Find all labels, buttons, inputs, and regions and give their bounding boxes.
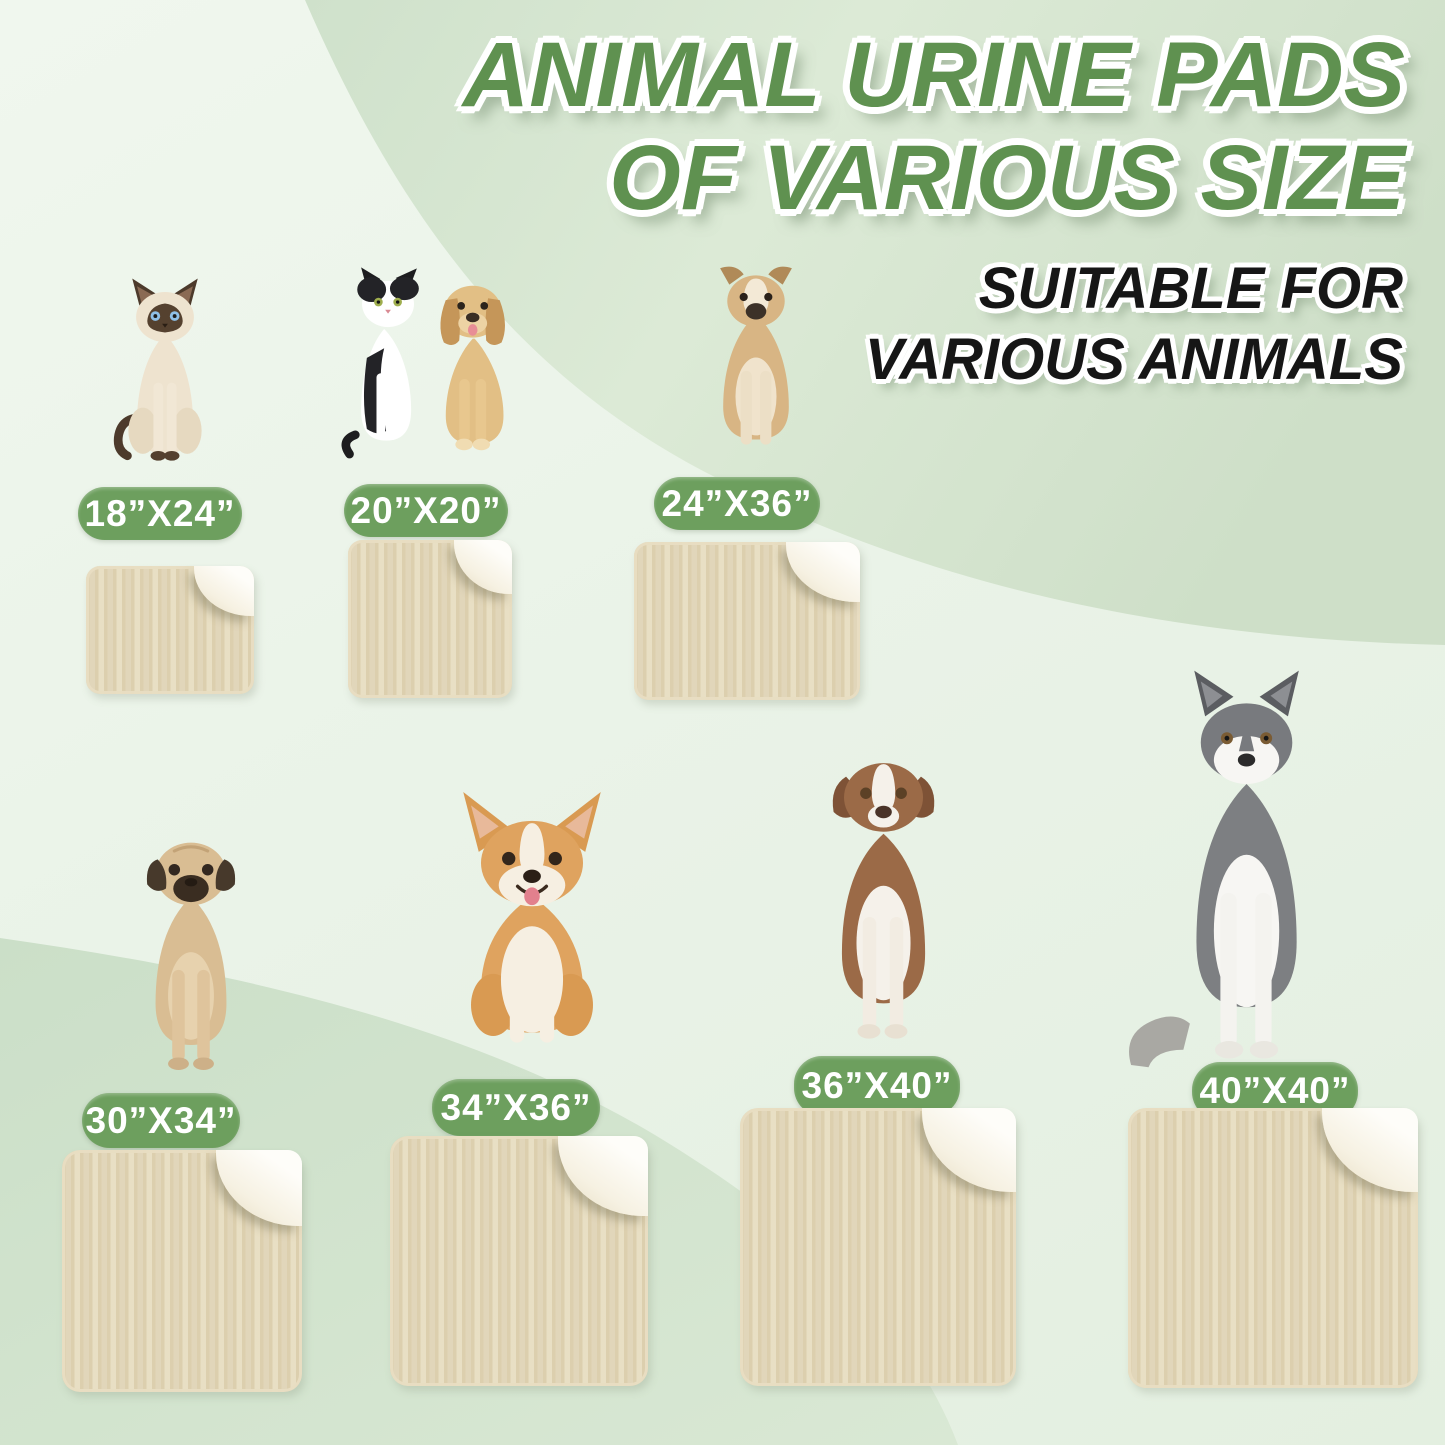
urine-pad-image-30x34: [62, 1150, 302, 1392]
pad-folded-corner: [922, 1108, 1016, 1192]
size-badge-30x34: 30”X34”: [82, 1093, 240, 1148]
pad-folded-corner: [1322, 1108, 1418, 1192]
siamese-cat-image: [112, 272, 218, 470]
urine-pad-image-36x40: [740, 1108, 1016, 1386]
pad-folded-corner: [454, 540, 512, 594]
corgi-image: [410, 784, 654, 1064]
size-badge-36x40: 36”X40”: [794, 1056, 960, 1116]
urine-pad-image-34x36: [390, 1136, 648, 1386]
title-line-2: OF VARIOUS SIZE: [609, 127, 1405, 230]
tan-dog-image: [683, 258, 829, 458]
urine-pad-image-20x20: [348, 540, 512, 698]
urine-pad-image-40x40: [1128, 1108, 1418, 1388]
size-badge-20x20: 20”X20”: [344, 484, 508, 537]
australian-shepherd-image: [792, 730, 974, 1052]
subtitle: SUITABLE FOR VARIOUS ANIMALS: [865, 254, 1403, 396]
title-line-1: ANIMAL URINE PADS: [462, 24, 1405, 126]
subtitle-line-1: SUITABLE FOR: [978, 256, 1403, 321]
urine-pad-image-18x24: [86, 566, 254, 694]
size-badge-24x36: 24”X36”: [654, 477, 820, 530]
husky-image: [1118, 658, 1374, 1106]
pad-folded-corner: [216, 1150, 302, 1226]
top-right-band: [305, 0, 1445, 645]
size-badge-34x36: 34”X36”: [432, 1079, 600, 1136]
pad-folded-corner: [194, 566, 254, 616]
pad-folded-corner: [558, 1136, 648, 1216]
subtitle-line-2: VARIOUS ANIMALS: [864, 326, 1403, 392]
pug-image: [118, 816, 264, 1082]
page-title: ANIMAL URINE PADS OF VARIOUS SIZE: [463, 24, 1405, 230]
cat-and-puppy-image: [338, 262, 516, 472]
size-badge-18x24: 18”X24”: [78, 487, 242, 540]
urine-pad-image-24x36: [634, 542, 860, 700]
pad-folded-corner: [786, 542, 860, 602]
